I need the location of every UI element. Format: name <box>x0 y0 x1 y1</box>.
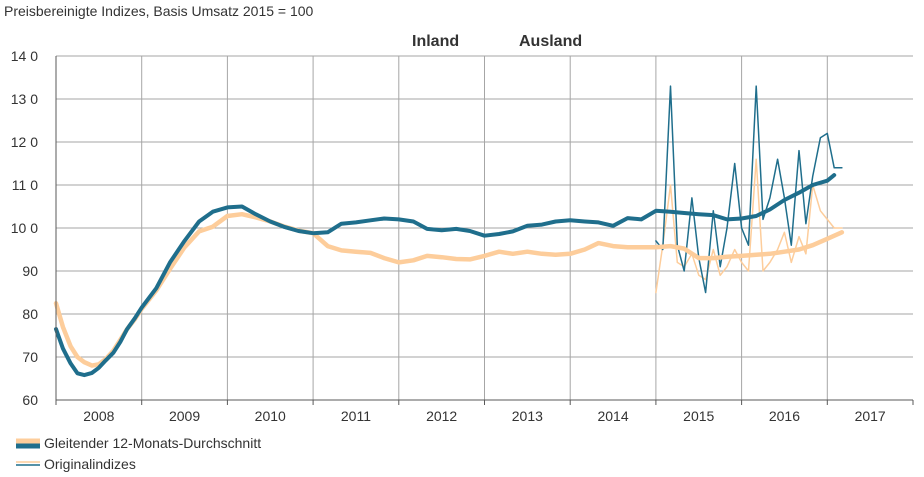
legend-label-moving: Gleitender 12-Monats-Durchschnitt <box>44 435 261 451</box>
series-line-inland-original <box>655 158 843 294</box>
x-axis-labels: 2008 2009 2010 2011 2012 2013 2014 2015 2016 2017 <box>83 408 886 424</box>
y-tick-label-130: 13 0 <box>11 91 38 107</box>
axes <box>55 56 914 405</box>
y-tick-label-140: 14 0 <box>11 48 38 64</box>
x-tick-label-2013: 2013 <box>512 408 543 424</box>
x-tick-label-2015: 2015 <box>683 408 714 424</box>
x-tick-label-2008: 2008 <box>83 408 114 424</box>
series-label-inland: Inland <box>412 33 459 50</box>
y-tick-label-90: 90 <box>22 263 38 279</box>
x-tick-label-2012: 2012 <box>426 408 457 424</box>
y-tick-label-70: 70 <box>22 349 38 365</box>
y-tick-label-60: 60 <box>22 392 38 408</box>
series-label-ausland: Ausland <box>519 33 582 50</box>
legend: Gleitender 12-Monats-Durchschnitt Origin… <box>16 435 261 472</box>
series-line-inland-moving <box>53 211 845 368</box>
y-axis-labels: 60 70 80 90 10 0 11 0 12 0 13 0 14 0 <box>11 48 38 408</box>
chart-title: Preisbereinigte Indizes, Basis Umsatz 20… <box>4 3 314 19</box>
y-tick-label-80: 80 <box>22 306 38 322</box>
x-tick-label-2011: 2011 <box>341 408 371 424</box>
x-tick-label-2016: 2016 <box>769 408 800 424</box>
x-tick-label-2009: 2009 <box>169 408 200 424</box>
series-layer <box>53 85 845 378</box>
legend-label-original: Originalindizes <box>44 456 136 472</box>
grid <box>56 55 913 401</box>
y-tick-label-110: 11 0 <box>12 177 38 193</box>
y-tick-label-120: 12 0 <box>11 134 38 150</box>
series-line-ausland-moving <box>54 173 837 378</box>
y-tick-label-100: 10 0 <box>11 220 38 236</box>
x-tick-label-2014: 2014 <box>597 408 628 424</box>
x-tick-label-2017: 2017 <box>855 408 886 424</box>
x-tick-label-2010: 2010 <box>255 408 286 424</box>
series-line-ausland-original <box>655 85 843 294</box>
